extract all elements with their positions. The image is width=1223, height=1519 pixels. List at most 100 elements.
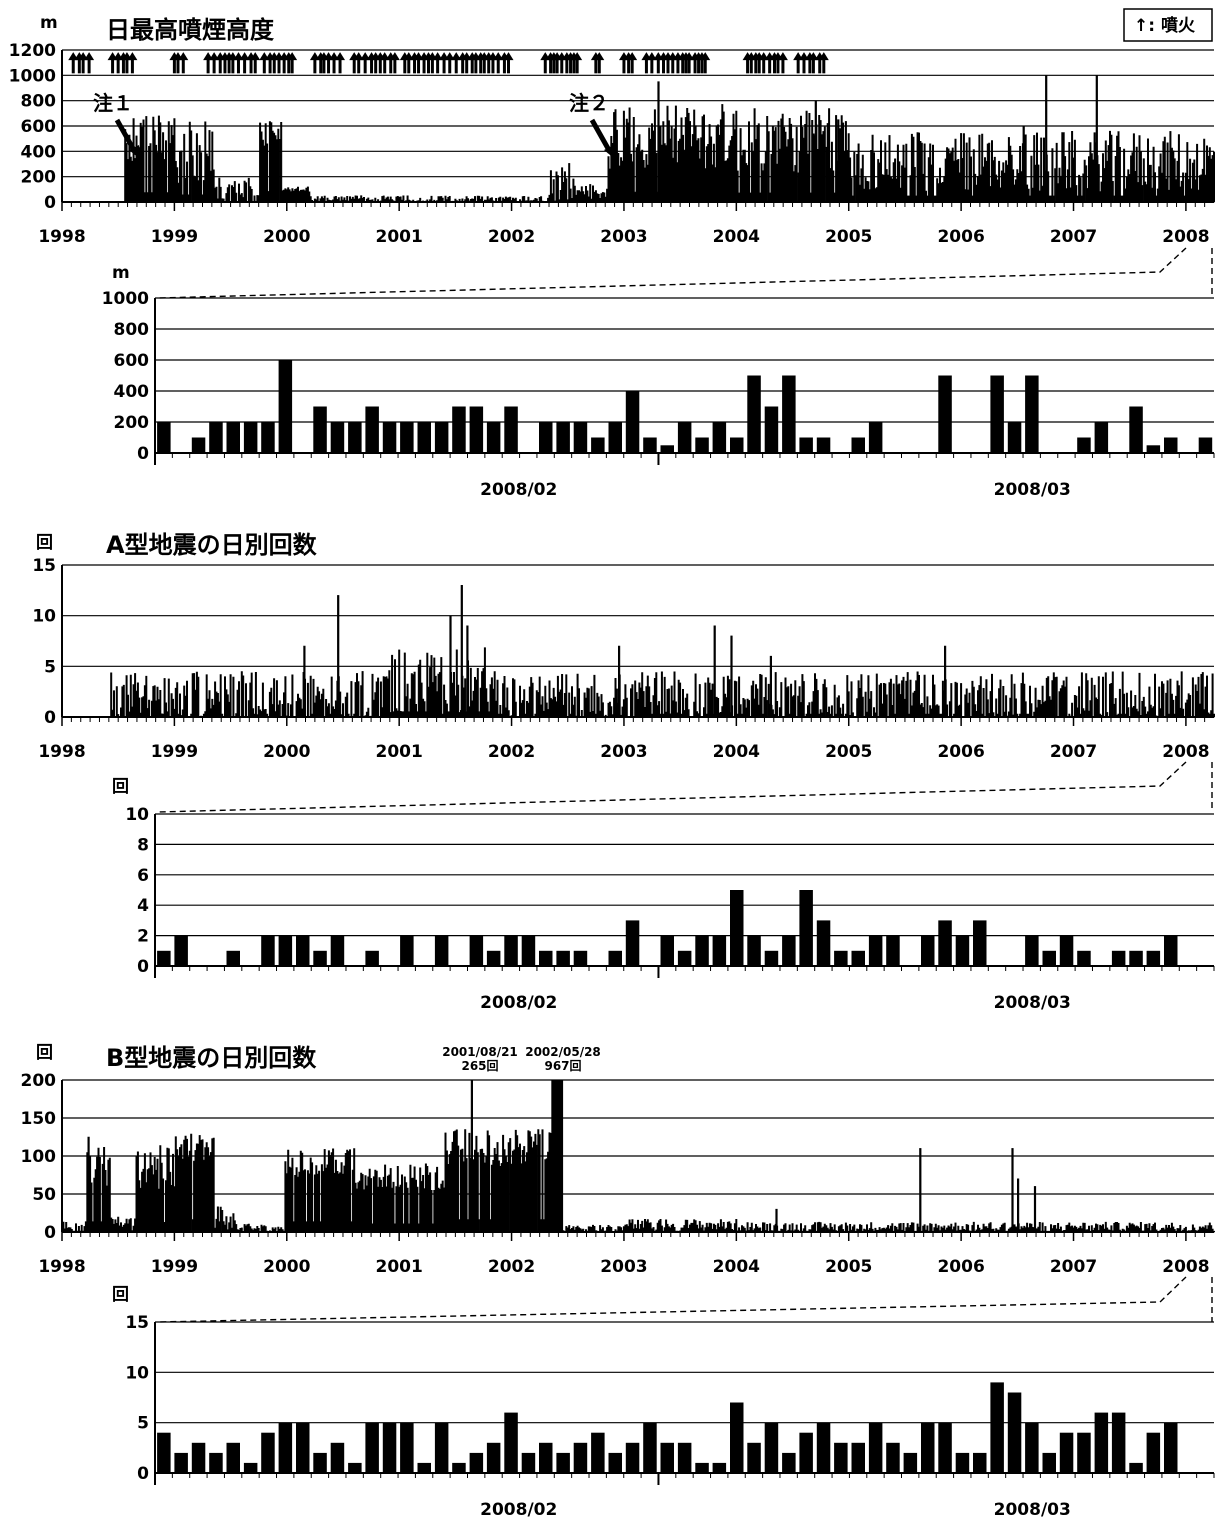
b-type-xtick-label: 2003 — [600, 1257, 647, 1277]
plume-detail-bar — [695, 437, 709, 453]
plume-ytick-label: 600 — [21, 117, 57, 137]
b-type-detail-bar — [712, 1462, 727, 1473]
a-type-detail-bar — [226, 950, 240, 966]
eruption-arrowhead — [818, 52, 829, 61]
plume-series-bars — [124, 75, 1215, 203]
b-type-detail-bar — [903, 1452, 918, 1473]
plume-ytick-label: 1000 — [9, 66, 56, 86]
plume-chart-title: 日最高噴煙高度 — [106, 16, 275, 44]
b-type-annotation-count-1: 265回 — [461, 1059, 498, 1073]
b-type-detail-unit-label: 回 — [112, 1285, 129, 1305]
annotation-note1: 注１ — [93, 91, 133, 115]
a-type-xtick-label: 2002 — [488, 742, 535, 762]
b-type-detail-bar — [365, 1422, 379, 1473]
a-type-ytick-label: 0 — [44, 708, 56, 728]
b-type-detail-bar — [1164, 1422, 1178, 1473]
a-type-xtick-label: 1998 — [38, 742, 85, 762]
a-type-detail-bar — [486, 950, 501, 966]
plume-detail-ytick-label: 800 — [114, 320, 150, 340]
b-type-detail-bar — [191, 1442, 206, 1473]
plume-unit-label: m — [40, 13, 58, 33]
a-type-detail-bar — [1111, 950, 1126, 966]
b-type-detail-bar — [955, 1452, 970, 1473]
plume-detail-bar — [1146, 445, 1161, 454]
b-type-chart-title: B型地震の日別回数 — [106, 1044, 317, 1072]
plume-detail-bar — [1007, 422, 1022, 453]
a-type-xtick-label: 2000 — [263, 742, 310, 762]
plume-detail-bar — [469, 406, 484, 453]
b-type-detail-bar — [261, 1432, 275, 1473]
plume-ytick-label: 200 — [21, 168, 57, 188]
b-type-detail-bar — [573, 1442, 588, 1473]
eruption-arrowhead — [572, 52, 583, 61]
a-type-xtick-label: 2003 — [600, 742, 647, 762]
a-type-detail-bar — [851, 950, 865, 966]
a-type-detail-bar — [799, 890, 813, 966]
a-type-chart-title: A型地震の日別回数 — [106, 531, 318, 559]
b-type-detail-bar — [296, 1422, 310, 1473]
a-type-xtick-label: 2007 — [1050, 742, 1097, 762]
plume-detail-bar — [1198, 437, 1213, 453]
a-type-detail-ytick-label: 4 — [137, 896, 149, 916]
plume-detail-bar — [712, 422, 727, 453]
eruption-arrowhead — [127, 52, 138, 61]
plume-detail-bar — [434, 422, 449, 453]
a-type-detail-ytick-label: 2 — [137, 927, 149, 947]
plume-detail-bar — [486, 422, 501, 453]
b-type-detail-month-label: 2008/03 — [994, 1500, 1071, 1519]
plume-xtick-label: 2004 — [713, 227, 760, 247]
b-type-detail-bar — [1059, 1432, 1074, 1473]
plume-detail-ytick-label: 400 — [114, 382, 150, 402]
a-type-ytick-label: 15 — [32, 556, 56, 576]
eruption-arrowhead — [451, 52, 462, 61]
b-type-detail-bar — [625, 1442, 640, 1473]
a-type-detail-bar — [834, 950, 848, 966]
eruption-arrowhead — [432, 52, 443, 61]
plume-xtick-label: 2003 — [600, 227, 647, 247]
plume-detail-bar — [990, 375, 1004, 453]
b-type-detail-bar — [278, 1422, 293, 1473]
zoom-connector-3 — [156, 1276, 1213, 1323]
plume-detail-bar — [1094, 422, 1109, 453]
b-type-detail-bar — [747, 1442, 761, 1473]
b-type-detail-bar — [157, 1432, 171, 1473]
b-type-annotation-count-2: 967回 — [544, 1059, 581, 1073]
b-type-detail-bar — [643, 1422, 657, 1473]
b-type-xtick-label: 1999 — [151, 1257, 198, 1277]
a-type-detail-ytick-label: 10 — [125, 805, 149, 825]
plume-xtick-label: 1998 — [38, 227, 85, 247]
plume-detail-bar — [764, 406, 779, 453]
plume-ytick-label: 800 — [21, 92, 57, 112]
a-type-detail-bar — [730, 890, 744, 966]
eruption-arrowhead — [627, 52, 638, 61]
b-type-detail-bar — [782, 1452, 796, 1473]
b-type-detail-bar — [434, 1422, 449, 1473]
b-type-annotation-date-1: 2001/08/21 — [442, 1045, 518, 1059]
plume-detail-bar — [1164, 437, 1178, 453]
b-type-detail-bar — [660, 1442, 674, 1473]
b-type-xtick-label: 2007 — [1050, 1257, 1097, 1277]
a-type-detail-bar — [330, 935, 345, 966]
a-type-detail-bar — [278, 935, 293, 966]
eruption-arrowhead — [646, 52, 657, 61]
plume-detail-ytick-label: 1000 — [102, 289, 149, 309]
b-type-detail-bar — [174, 1452, 188, 1473]
b-type-quake-detail-chart: 回 0 5 10 15 2008/02 2008/03 — [112, 1285, 1215, 1519]
plume-detail-bar — [782, 375, 796, 453]
plume-detail-bar — [556, 422, 570, 453]
a-type-detail-bar — [469, 935, 484, 966]
a-type-detail-bar — [313, 950, 327, 966]
plume-detail-bar — [382, 422, 397, 453]
plume-detail-bar — [1129, 406, 1143, 453]
plume-xtick-label: 2008 — [1162, 227, 1209, 247]
b-type-detail-bar — [330, 1442, 345, 1473]
a-type-ytick-label: 10 — [32, 607, 56, 627]
zoom-connector-2 — [156, 761, 1213, 813]
a-type-detail-bar — [1129, 950, 1143, 966]
eruption-arrowhead — [353, 52, 364, 61]
b-type-detail-bar — [677, 1442, 692, 1473]
b-type-detail-bar — [1146, 1432, 1161, 1473]
plume-detail-month-label: 2008/03 — [994, 480, 1071, 500]
b-type-quake-plot: 0 50 100 150 200 1998 1999 2000 2001 2002 2003 2004… — [21, 1071, 1215, 1277]
plume-detail-bar — [747, 375, 761, 453]
